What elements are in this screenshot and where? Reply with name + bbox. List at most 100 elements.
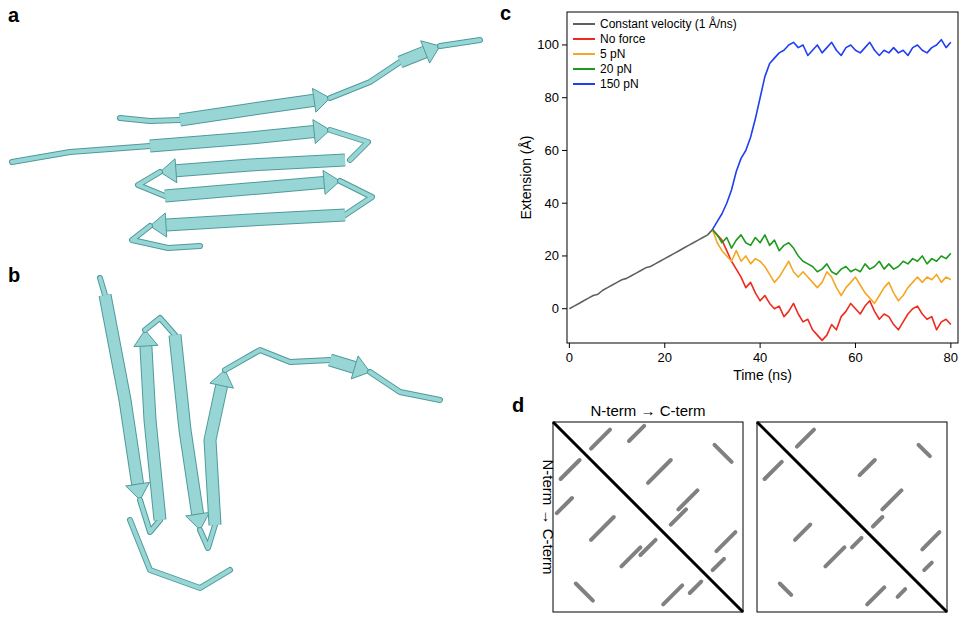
y-tick bbox=[562, 255, 567, 256]
loop bbox=[145, 318, 175, 335]
strand bbox=[166, 215, 345, 225]
map-y-label: N-term → C-term bbox=[540, 460, 557, 575]
loop-edge bbox=[12, 146, 150, 162]
plot-frame bbox=[567, 12, 958, 343]
y-tick-label: 0 bbox=[552, 301, 559, 316]
map-frame bbox=[757, 422, 947, 612]
loop bbox=[225, 350, 330, 370]
protein-structure-b bbox=[100, 278, 440, 588]
loop bbox=[200, 525, 215, 548]
contact-map bbox=[757, 422, 947, 612]
legend-swatch bbox=[573, 68, 595, 70]
contact-stripe bbox=[716, 532, 735, 551]
strand-edge bbox=[400, 52, 425, 62]
map-x-label: N-term → C-term bbox=[591, 402, 706, 419]
legend-swatch bbox=[573, 83, 595, 85]
contact-stripe bbox=[648, 460, 671, 483]
loop bbox=[440, 40, 480, 46]
strand-edge bbox=[175, 335, 198, 514]
legend-swatch bbox=[573, 38, 595, 40]
contact-stripe bbox=[924, 563, 932, 571]
map-diagonal bbox=[757, 422, 947, 612]
contact-stripe bbox=[671, 509, 686, 524]
contact-map bbox=[553, 422, 743, 612]
strand bbox=[330, 360, 355, 367]
contact-stripe bbox=[591, 430, 610, 449]
loop-edge bbox=[130, 520, 230, 588]
y-tick bbox=[562, 308, 567, 309]
y-tick bbox=[562, 203, 567, 204]
loop-edge bbox=[132, 226, 200, 248]
strand-arrow bbox=[421, 41, 440, 63]
x-tick-label: 40 bbox=[753, 350, 767, 365]
strand-arrow bbox=[186, 512, 210, 530]
loop-edge bbox=[370, 372, 440, 400]
loop bbox=[100, 278, 105, 295]
y-tick bbox=[562, 97, 567, 98]
contact-stripe-mirror bbox=[576, 584, 593, 601]
legend-swatch bbox=[573, 23, 595, 25]
strand-arrow bbox=[351, 356, 370, 379]
contact-maps: N-term → C-term N-term → C-term bbox=[540, 402, 947, 612]
contact-stripe-mirror bbox=[591, 517, 614, 540]
x-tick bbox=[569, 343, 570, 348]
y-axis-title: Extension (Å) bbox=[518, 135, 534, 219]
strand-edge bbox=[146, 346, 160, 520]
contact-stripe-mirror bbox=[690, 582, 701, 593]
x-tick-label: 0 bbox=[566, 350, 573, 365]
strand bbox=[175, 335, 198, 514]
loop-edge bbox=[120, 118, 180, 121]
loop-edge bbox=[340, 181, 372, 215]
contact-stripe-mirror bbox=[825, 547, 844, 566]
series-line bbox=[712, 230, 950, 304]
panel-letter: c bbox=[500, 2, 511, 24]
y-tick bbox=[562, 44, 567, 45]
strand bbox=[210, 386, 222, 525]
strand bbox=[165, 182, 324, 196]
contact-stripe bbox=[797, 430, 814, 447]
y-tick-label: 100 bbox=[537, 37, 559, 52]
y-tick-label: 40 bbox=[545, 196, 559, 211]
y-tick-label: 20 bbox=[545, 248, 559, 263]
loop bbox=[340, 181, 372, 215]
legend-label: 150 pN bbox=[600, 77, 639, 91]
contact-stripe-mirror bbox=[561, 460, 580, 479]
strand-edge bbox=[165, 182, 324, 196]
map-frame bbox=[553, 422, 743, 612]
x-tick bbox=[760, 343, 761, 348]
contact-stripe-mirror bbox=[557, 498, 572, 513]
strand bbox=[180, 100, 314, 120]
strand-edge bbox=[330, 360, 355, 367]
loop bbox=[132, 226, 200, 248]
x-tick bbox=[855, 343, 856, 348]
loop bbox=[138, 172, 165, 196]
strand-arrow bbox=[313, 120, 330, 144]
strand-arrow bbox=[126, 482, 150, 500]
series-line bbox=[569, 230, 712, 309]
x-axis-title: Time (ns) bbox=[733, 367, 792, 383]
contact-stripe-mirror bbox=[795, 525, 810, 540]
x-tick-label: 60 bbox=[848, 350, 862, 365]
strand bbox=[146, 346, 160, 520]
y-tick bbox=[562, 150, 567, 151]
x-tick-label: 80 bbox=[944, 350, 958, 365]
panel-letter: b bbox=[8, 264, 20, 286]
x-tick bbox=[664, 343, 665, 348]
contact-stripe-mirror bbox=[621, 547, 640, 566]
legend: Constant velocity (1 Å/ns)No force5 pN20… bbox=[573, 16, 737, 91]
strand-edge bbox=[180, 100, 314, 120]
x-tick bbox=[950, 343, 951, 348]
contact-stripe bbox=[713, 559, 724, 570]
contact-stripe-mirror bbox=[780, 584, 791, 595]
contact-stripe-mirror bbox=[765, 462, 782, 479]
contact-stripe bbox=[678, 490, 697, 509]
contact-stripe bbox=[873, 517, 883, 527]
loop bbox=[12, 146, 150, 162]
loop-edge bbox=[145, 318, 175, 335]
strand bbox=[105, 295, 138, 484]
strand-edge bbox=[150, 132, 314, 146]
legend-swatch bbox=[573, 53, 595, 55]
panel-letter: a bbox=[8, 4, 20, 26]
contact-stripe-mirror bbox=[640, 540, 655, 555]
contact-stripe bbox=[882, 490, 901, 509]
